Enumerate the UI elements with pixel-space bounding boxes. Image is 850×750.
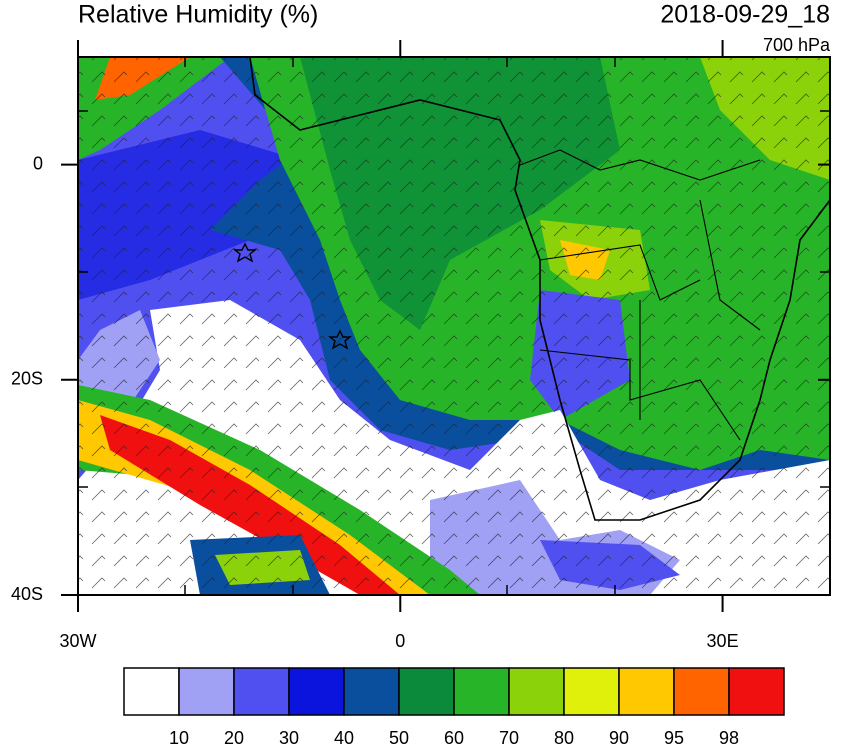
y-tick-label: 20S	[11, 369, 43, 389]
minor-ticks	[78, 57, 830, 595]
colorbar-label: 80	[554, 728, 574, 748]
colorbar-label: 10	[169, 728, 189, 748]
colorbar-label: 70	[499, 728, 519, 748]
colorbar-box	[673, 667, 730, 716]
colorbar-label: 50	[389, 728, 409, 748]
date: 2018-09-29_18	[660, 1, 830, 29]
colorbar-label: 20	[224, 728, 244, 748]
x-tick-label: 0	[395, 631, 405, 651]
plot-frame	[77, 56, 831, 596]
colorbar-label: 90	[609, 728, 629, 748]
x-tick-label: 30E	[707, 631, 739, 651]
colorbar-box	[288, 667, 345, 716]
level: 700 hPa	[763, 35, 831, 55]
colorbar-label: 95	[664, 728, 684, 748]
humidity-field	[78, 57, 830, 595]
colorbar-box	[728, 667, 785, 716]
colorbar-box	[563, 667, 620, 716]
colorbar-box	[178, 667, 235, 716]
colorbar-label: 98	[719, 728, 739, 748]
title: Relative Humidity (%)	[78, 1, 318, 29]
colorbar-box	[123, 667, 180, 716]
x-tick-label: 30W	[59, 631, 96, 651]
colorbar-box	[453, 667, 510, 716]
colorbar-label: 30	[279, 728, 299, 748]
colorbar-label: 60	[444, 728, 464, 748]
y-tick-label: 40S	[11, 584, 43, 604]
colorbar-box	[343, 667, 400, 716]
colorbar-label: 40	[334, 728, 354, 748]
y-tick-label: 0	[33, 153, 43, 173]
colorbar-box	[233, 667, 290, 716]
colorbar-box	[398, 667, 455, 716]
colorbar: 10 20 30 40 50 60 70 80 90 95 98	[123, 667, 785, 748]
colorbar-box	[508, 667, 565, 716]
axes: 30W 0 30E 40S 20S 0	[11, 40, 830, 651]
colorbar-box	[618, 667, 675, 716]
